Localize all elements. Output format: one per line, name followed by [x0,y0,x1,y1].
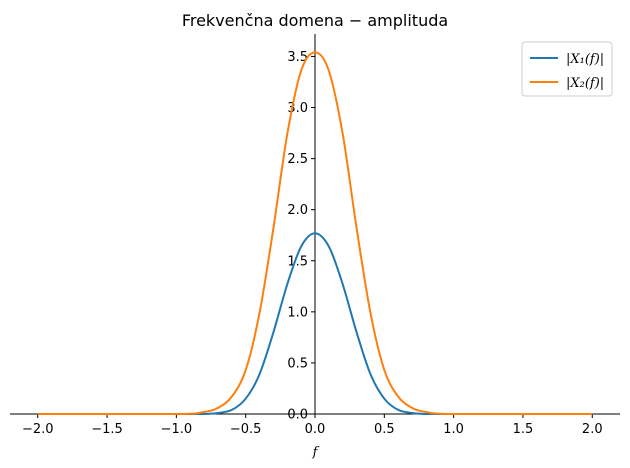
x-tick-label: −2.0 [22,422,54,437]
x-tick-label: 0.5 [374,422,395,437]
series-line-2 [37,51,593,416]
series-line-1 [37,232,593,416]
y-tick-label: 2.0 [287,203,308,218]
x-tick-label: 1.0 [443,422,464,437]
x-tick-label: 1.5 [513,422,534,437]
y-tick-label: 0.0 [287,408,308,423]
y-tick-label: 3.5 [287,50,308,65]
x-tick-label: −0.5 [230,422,262,437]
x-tick-label: −1.5 [91,422,123,437]
x-tick-label: −1.0 [161,422,193,437]
x-tick-label: 0.0 [305,422,326,437]
x-tick-label: 2.0 [582,422,603,437]
y-tick-label: 1.0 [287,305,308,320]
legend-label-1: |X₁(f)| [566,52,604,67]
chart-title: Frekvenčna domena − amplituda [182,11,448,30]
plot-area: −2.0 −1.5 −1.0 −0.5 0.0 0.5 1.0 1.5 2.0 0.0 0.5 1.0… [10,34,620,437]
x-axis-label: f [312,445,320,460]
legend: |X₁(f)| |X₂(f)| [521,41,613,97]
y-tick-label: 2.5 [287,152,308,167]
y-tick-label: 0.5 [287,356,308,371]
legend-label-2: |X₂(f)| [566,76,604,91]
